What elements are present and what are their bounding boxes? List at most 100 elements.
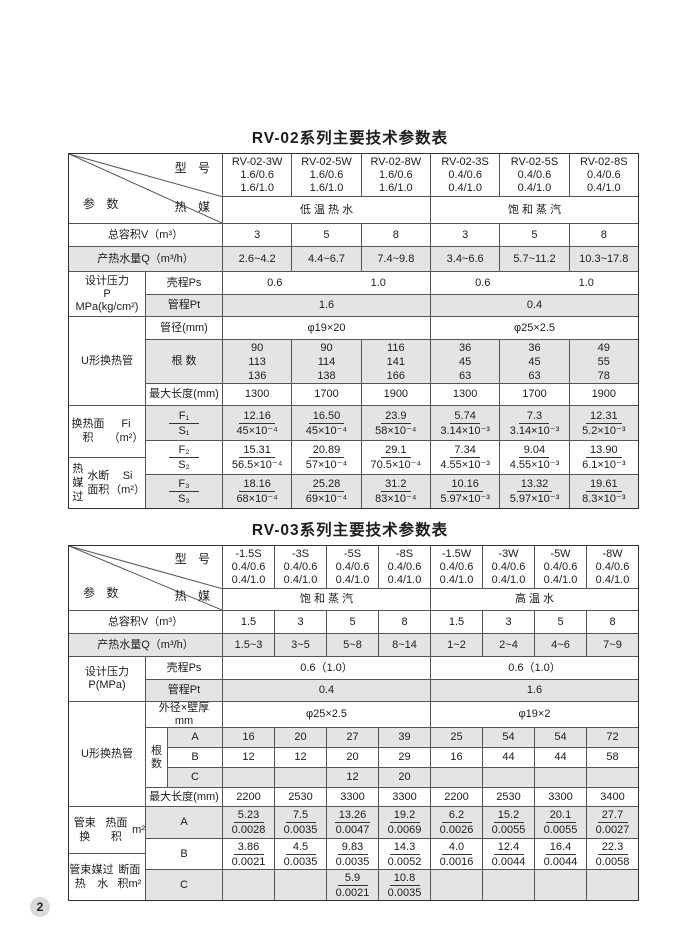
table-cell-merged: 0.4	[222, 680, 430, 701]
fraction-numerator: 7.3	[519, 409, 550, 424]
fraction-cell: 29.1 70.5×10⁻⁴	[360, 441, 430, 474]
table-cell: 3300	[378, 788, 430, 806]
fraction-cell: 9.04 4.55×10⁻³	[499, 441, 568, 474]
diagonal-divider	[69, 154, 222, 223]
row-label: 总容积V（m³）	[107, 615, 184, 628]
section-label-split: 换热面积 Fi（m²） 热媒过 水断面积 Si（m²）	[69, 406, 145, 508]
table-cell: 5	[499, 224, 568, 246]
table-row-max-length: 最大长度(mm) 1300 1700 1900 1300 1700 1900	[145, 383, 638, 405]
model-header-cell: -5S 0.4/0.6 0.4/1.0	[326, 546, 378, 588]
table-row-tube-pt: 管程Pt 1.6 0.4	[145, 294, 638, 316]
fraction-numerator-label: F₃	[169, 477, 199, 492]
model-header-cell: RV-02-8W 1.6/0.6 1.6/1.0	[360, 154, 430, 196]
fraction-denominator: 56.5×10⁻⁴	[231, 459, 283, 471]
table-cell: 1~2	[430, 634, 482, 656]
table-row-count-b: B 12 12 20 29 16 44 44 58	[167, 747, 638, 767]
table-row-pipe-diameter: 管径(mm) φ19×20 φ25×2.5	[145, 317, 638, 339]
table-cell-merged: φ25×2.5	[430, 317, 638, 339]
section-areas: 换热面积 Fi（m²） 热媒过 水断面积 Si（m²） F₁ S₁ 12.16	[69, 405, 638, 508]
fraction-numerator: 19.61	[586, 477, 622, 492]
section-label: U形换热管	[81, 747, 133, 760]
fraction-cell: 7.34 4.55×10⁻³	[429, 441, 499, 474]
sub-label: 壳程Ps	[145, 657, 222, 679]
fraction-cell: 3.86 0.0021	[222, 839, 274, 869]
section-label: 设计压力 P(MPa)	[69, 657, 145, 701]
fraction-denominator: 83×10⁻⁴	[375, 493, 417, 505]
label-bundle-heat-area: 管束换 热面积 m²	[69, 807, 145, 853]
fraction-cell: 12.4 0.0044	[482, 839, 534, 869]
table-cell: 1300	[429, 384, 499, 405]
corner-param-label: 参 数	[83, 586, 123, 600]
fraction-denominator: 5.97×10⁻³	[440, 493, 490, 505]
fraction-denominator: 68×10⁻⁴	[236, 493, 278, 505]
fraction-denominator: 0.0044	[543, 855, 578, 868]
fraction-numerator: 4.5	[285, 840, 316, 855]
count-line: 55	[597, 355, 610, 368]
sub-label-line: 外径×壁厚	[158, 701, 210, 714]
table-cell: 25	[430, 728, 482, 747]
table-cell-multiline: 90 113 136	[222, 340, 291, 383]
fraction-cell	[534, 870, 586, 900]
model-pressure-2: 0.4/1.0	[448, 181, 482, 194]
fraction-denominator: 0.0044	[491, 855, 526, 868]
table-row-f1s1: F₁ S₁ 12.16 45×10⁻⁴ 16.50	[145, 406, 638, 440]
fraction-denominator: 45×10⁻⁴	[236, 424, 278, 437]
fraction-denominator: 45×10⁻⁴	[305, 424, 348, 437]
model-pressure-2: 0.4/1.0	[231, 573, 266, 586]
model-pressure-2: 1.6/1.0	[309, 181, 344, 194]
table-cell: 1.5	[222, 611, 274, 633]
fraction-numerator: 9.04	[519, 443, 550, 458]
table-cell: 8	[568, 224, 638, 246]
section-design-pressure: 设计压力 P(MPa) 壳程Ps 0.6（1.0） 0.6（1.0） 管程Pt 0…	[69, 656, 638, 701]
count-line: 36	[528, 341, 541, 354]
fraction-denominator: 0.0055	[491, 824, 526, 836]
fraction-cell	[482, 870, 534, 900]
fraction-denominator: 5.97×10⁻³	[509, 493, 560, 505]
fraction-cell	[586, 870, 638, 900]
fraction-numerator: 12.4	[493, 840, 524, 855]
model-pressure-2: 0.4/1.0	[387, 573, 422, 586]
model-header-cell: -5W 0.4/0.6 0.4/1.0	[534, 546, 586, 588]
table-cell: 3~5	[274, 634, 326, 656]
fraction-denominator: 0.0021	[231, 855, 266, 868]
table-cell: 3	[274, 611, 326, 633]
fraction-numerator: 15.2	[493, 808, 524, 823]
fraction-denominator: 0.0035	[335, 855, 370, 868]
fraction-denominator: 0.0026	[439, 824, 474, 836]
label-bundle-cross-section: 管束热 媒过水 断面积m²	[69, 853, 145, 900]
fraction-cell: 4.5 0.0035	[274, 839, 326, 869]
fraction-numerator: 27.7	[597, 808, 628, 823]
table1-title: RV-02系列主要技术参数表	[251, 130, 449, 147]
model-header-cell: RV-02-5W 1.6/0.6 1.6/1.0	[291, 154, 360, 196]
fraction-numerator-label: F₁	[169, 409, 199, 424]
sub-label: 管径(mm)	[145, 317, 222, 339]
fraction-cell: 25.28 69×10⁻⁴	[291, 475, 360, 508]
fraction-cell: 27.7 0.0027	[586, 807, 638, 838]
fraction-label: F₃ S₃	[145, 475, 222, 508]
fraction-cell: 7.3 3.14×10⁻³	[499, 406, 568, 440]
fraction-numerator: 25.28	[308, 477, 345, 492]
model-name: -3S	[291, 547, 310, 560]
fraction-numerator: 12.16	[239, 409, 275, 424]
section-label: 设计压力 P MPa(kg/cm²)	[69, 272, 145, 316]
fraction-cell: 15.2 0.0055	[482, 807, 534, 838]
model-pressure-1: 0.4/0.6	[586, 168, 621, 181]
table-cell: 2530	[482, 788, 534, 806]
table-cell: 20	[378, 768, 430, 787]
fraction-denominator: 0.0027	[595, 824, 630, 836]
model-name: RV-02-5S	[510, 155, 559, 168]
model-header-cell: -3S 0.4/0.6 0.4/1.0	[274, 546, 326, 588]
value: 0.6	[475, 276, 491, 289]
model-pressure-1: 0.4/0.6	[448, 168, 482, 181]
table-cell: 3	[222, 224, 291, 246]
table-row-tube-pt: 管程Pt 0.4 1.6	[145, 679, 638, 701]
value: 1.0	[370, 276, 386, 289]
table-row-water-output: 产热水量Q（m³/h） 1.5~3 3~5 5~8 8~14 1~2 2~4 4~6 7~9	[69, 633, 638, 656]
fraction-denominator: 0.0047	[335, 824, 370, 836]
fraction-numerator: 15.31	[239, 443, 275, 458]
table-cell-multiline: 90 114 138	[291, 340, 360, 383]
table-cell: 3.4~6.6	[429, 247, 499, 271]
fraction-denominator: 58×10⁻⁴	[375, 424, 417, 437]
fraction-cell: 10.8 0.0035	[378, 870, 430, 900]
fraction-cell: 5.23 0.0028	[222, 807, 274, 838]
